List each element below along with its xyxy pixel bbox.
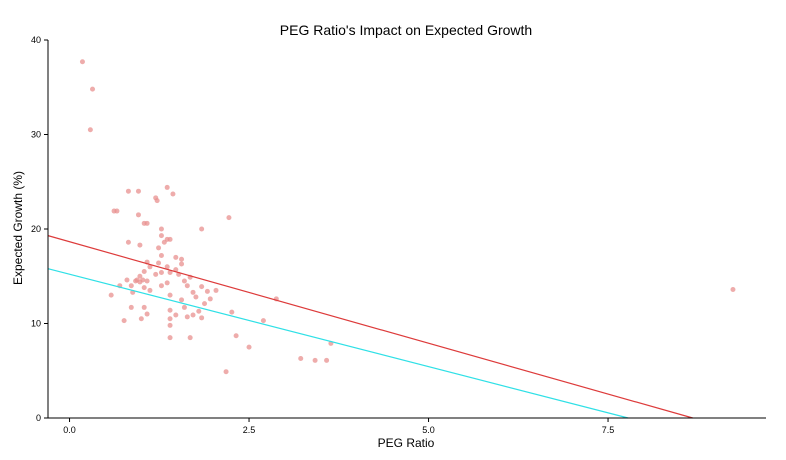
- data-point: [153, 272, 158, 277]
- data-point: [199, 227, 204, 232]
- data-point: [182, 278, 187, 283]
- y-tick-label: 40: [31, 35, 41, 45]
- data-point: [208, 296, 213, 301]
- data-point: [129, 283, 134, 288]
- y-axis-ticks: 0 10 20 30 40: [31, 35, 48, 423]
- y-tick-label: 10: [31, 319, 41, 329]
- x-tick-label: 2.5: [243, 425, 256, 435]
- data-point: [173, 312, 178, 317]
- data-point: [173, 255, 178, 260]
- y-tick-label: 0: [36, 413, 41, 423]
- data-point: [90, 87, 95, 92]
- data-point: [191, 312, 196, 317]
- data-point: [298, 356, 303, 361]
- data-point: [126, 240, 131, 245]
- data-point: [122, 318, 127, 323]
- data-point: [139, 316, 144, 321]
- data-point: [147, 288, 152, 293]
- y-axis-label: Expected Growth (%): [11, 171, 25, 285]
- data-point: [162, 240, 167, 245]
- data-point: [159, 283, 164, 288]
- data-point: [165, 280, 170, 285]
- data-point: [142, 269, 147, 274]
- data-point: [142, 305, 147, 310]
- data-point: [142, 285, 147, 290]
- data-point: [168, 323, 173, 328]
- data-point: [324, 358, 329, 363]
- x-tick-label: 0.0: [63, 425, 76, 435]
- data-point: [730, 287, 735, 292]
- data-point: [155, 198, 160, 203]
- data-point: [193, 295, 198, 300]
- data-point: [168, 237, 173, 242]
- data-point: [191, 290, 196, 295]
- fit-lines: [48, 236, 693, 418]
- data-point: [226, 215, 231, 220]
- data-point: [202, 301, 207, 306]
- x-axis-label: PEG Ratio: [378, 436, 435, 450]
- data-point: [179, 297, 184, 302]
- data-point: [196, 309, 201, 314]
- data-point: [145, 221, 150, 226]
- data-point: [88, 127, 93, 132]
- data-point: [156, 261, 161, 266]
- data-point: [205, 289, 210, 294]
- data-point: [165, 185, 170, 190]
- chart-title: PEG Ratio's Impact on Expected Growth: [280, 22, 532, 38]
- y-tick-label: 20: [31, 224, 41, 234]
- data-point: [214, 288, 219, 293]
- data-point: [168, 308, 173, 313]
- y-tick-label: 30: [31, 130, 41, 140]
- data-point: [185, 314, 190, 319]
- data-point: [247, 345, 252, 350]
- x-tick-label: 7.5: [602, 425, 615, 435]
- data-point: [126, 189, 131, 194]
- data-point: [159, 227, 164, 232]
- data-point: [199, 284, 204, 289]
- data-point: [145, 278, 150, 283]
- data-point: [114, 209, 119, 214]
- data-point: [182, 305, 187, 310]
- data-point: [135, 278, 140, 283]
- data-point: [136, 212, 141, 217]
- data-point: [179, 261, 184, 266]
- data-point: [188, 335, 193, 340]
- data-point: [199, 315, 204, 320]
- data-point: [234, 333, 239, 338]
- data-point: [159, 270, 164, 275]
- data-point: [185, 283, 190, 288]
- data-point: [156, 245, 161, 250]
- data-point: [137, 243, 142, 248]
- data-point: [229, 310, 234, 315]
- fit-line: [48, 236, 693, 418]
- plot-area: [48, 59, 735, 418]
- data-point: [168, 293, 173, 298]
- data-point: [313, 358, 318, 363]
- data-points: [80, 59, 736, 374]
- data-point: [159, 233, 164, 238]
- data-point: [168, 316, 173, 321]
- data-point: [170, 192, 175, 197]
- data-point: [159, 253, 164, 258]
- data-point: [224, 369, 229, 374]
- data-point: [261, 318, 266, 323]
- data-point: [179, 257, 184, 262]
- data-point: [129, 305, 134, 310]
- data-point: [168, 335, 173, 340]
- fit-line: [48, 269, 628, 418]
- data-point: [136, 189, 141, 194]
- data-point: [124, 278, 129, 283]
- x-axis-ticks: 0.0 2.5 5.0 7.5: [63, 418, 614, 435]
- data-point: [145, 312, 150, 317]
- data-point: [80, 59, 85, 64]
- data-point: [109, 293, 114, 298]
- x-tick-label: 5.0: [422, 425, 435, 435]
